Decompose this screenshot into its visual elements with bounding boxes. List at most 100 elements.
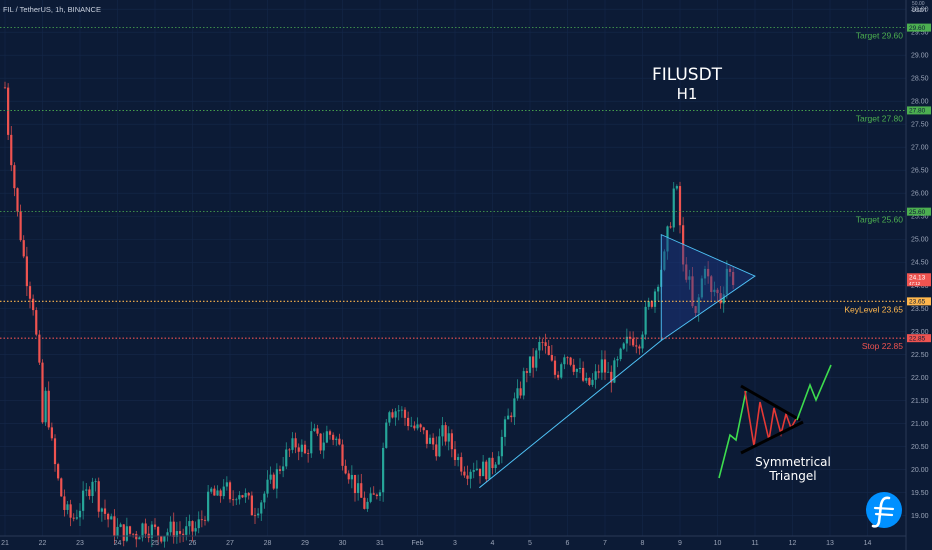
candle [675, 184, 678, 191]
candle [410, 416, 413, 428]
candle [107, 512, 110, 528]
candle [32, 294, 35, 316]
candle [407, 411, 410, 431]
candle [113, 509, 116, 544]
y-tick-label: 29.00 [911, 53, 929, 60]
candle [3, 81, 7, 89]
candle [494, 461, 497, 473]
candle [310, 421, 313, 458]
candle [97, 477, 100, 518]
candle [203, 516, 207, 526]
candle [697, 293, 700, 322]
x-tick-label: 22 [39, 540, 47, 547]
candle [247, 491, 250, 500]
candle [235, 497, 238, 506]
candle [116, 518, 119, 539]
candle [703, 265, 707, 285]
candle [128, 525, 132, 537]
level-price-tag [907, 207, 931, 216]
candle [472, 462, 475, 479]
candle [88, 486, 91, 500]
y-tick-label: 19.00 [911, 513, 929, 520]
candle [469, 469, 472, 489]
candle [322, 432, 325, 459]
y-tick-label: 21.50 [911, 398, 929, 405]
candle [694, 305, 697, 317]
filecoin-logo-icon [866, 492, 902, 528]
candle [385, 419, 388, 449]
candle [713, 281, 716, 297]
y-tick-label: 21.00 [911, 421, 929, 428]
candle [360, 473, 363, 498]
candle [319, 433, 322, 454]
candle [382, 442, 385, 502]
candle [78, 503, 82, 526]
candle [719, 285, 722, 309]
candle [547, 339, 550, 356]
candle [300, 439, 303, 458]
candle [475, 460, 478, 472]
candle [316, 424, 319, 437]
candle [553, 356, 557, 379]
candle [103, 499, 107, 520]
time-axis-ticks[interactable]: 21 22 23 24 25 26 27 28 29 30 31 Feb 3 4 5 6 7 8 9 10 11 12 13… [1, 540, 871, 547]
candle [257, 508, 260, 519]
candle [291, 432, 294, 454]
candle [347, 470, 350, 484]
candle [222, 479, 225, 500]
candle [150, 521, 153, 548]
candle [260, 500, 263, 521]
candle [75, 509, 78, 520]
candle [725, 260, 728, 299]
candle [7, 83, 10, 141]
candle [535, 348, 538, 372]
y-tick-label: 26.50 [911, 168, 929, 175]
candle [582, 361, 585, 383]
candle [653, 288, 657, 313]
candle [219, 488, 222, 503]
candle [572, 358, 575, 376]
level-label-target: Target 29.60 [856, 31, 904, 41]
candle [225, 476, 228, 491]
candle [57, 462, 60, 481]
candle [625, 328, 628, 352]
last-price-tag [907, 273, 931, 287]
candle [272, 472, 275, 490]
candle [616, 356, 619, 368]
candle [228, 480, 232, 503]
y-tick-label: 20.00 [911, 467, 929, 474]
candle [569, 356, 572, 367]
x-tick-label: 3 [453, 540, 457, 547]
schematic-breakout [796, 364, 832, 421]
candle [357, 474, 360, 501]
candle [597, 364, 600, 379]
candle [41, 359, 44, 424]
candle [325, 425, 328, 444]
candle [338, 433, 341, 446]
candle [428, 434, 432, 445]
candle [94, 478, 97, 492]
candle [663, 249, 666, 272]
symmetrical-triangle-zone [660, 233, 756, 342]
candle [394, 408, 397, 426]
candle [685, 257, 688, 283]
level-price-tag [907, 334, 931, 343]
candle [200, 510, 203, 528]
candle [588, 377, 591, 387]
candle [413, 421, 416, 431]
candle [457, 453, 460, 467]
y-tick-label: 25.00 [911, 237, 929, 244]
x-tick-label: 10 [714, 540, 722, 547]
candle [38, 330, 41, 365]
level-label-target: Target 27.80 [856, 113, 904, 123]
schematic-upper-line [740, 384, 801, 422]
candle [332, 432, 335, 446]
y-tick-label: 28.00 [911, 99, 929, 106]
candle [278, 465, 282, 475]
candle [560, 362, 563, 380]
pattern-drawings [479, 233, 756, 489]
candle [216, 485, 219, 496]
x-tick-label: 24 [114, 540, 122, 547]
candle [63, 489, 66, 517]
